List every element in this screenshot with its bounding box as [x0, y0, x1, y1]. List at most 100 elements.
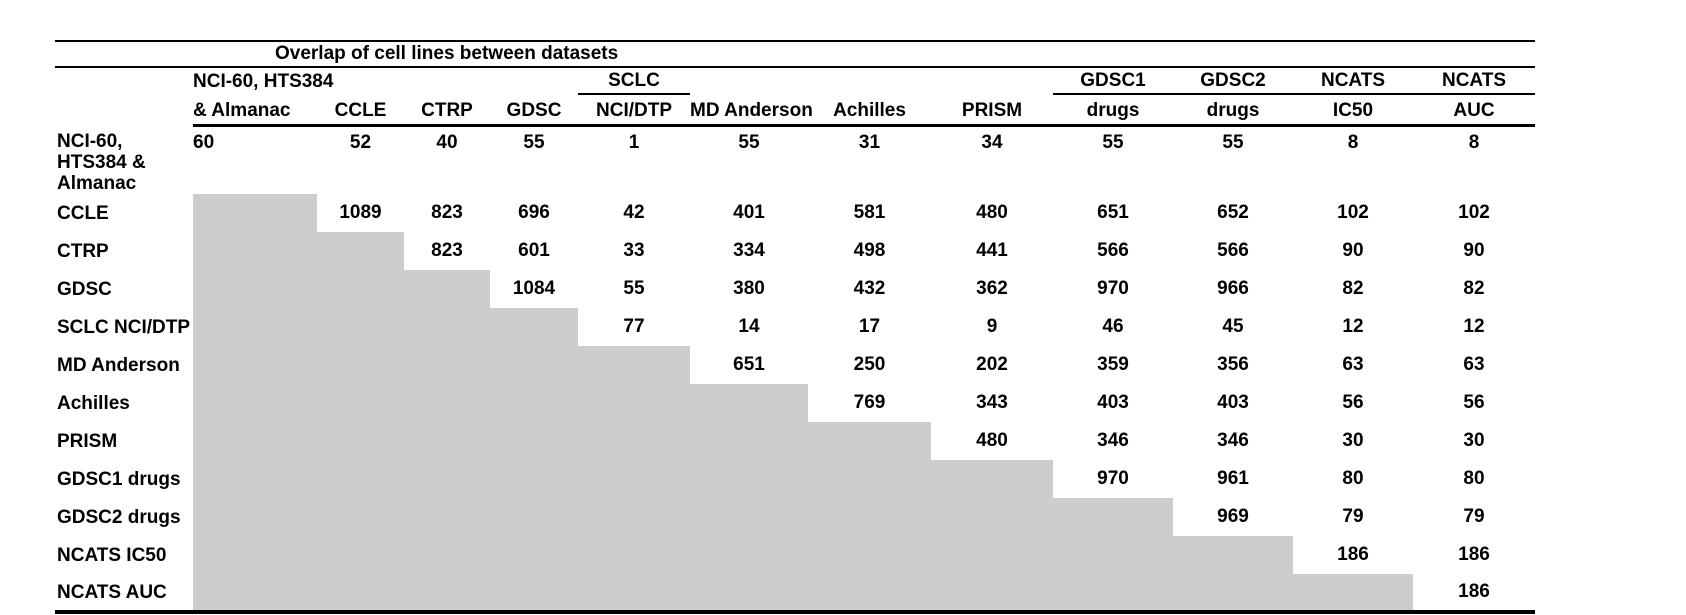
table-body: NCI-60, HTS384 & Almanac 60 52 40 55 1 55 31 34 5… [55, 126, 1535, 615]
value-cell: 823 [431, 202, 463, 224]
value-cell: 250 [853, 354, 886, 376]
value-cell: 34 [981, 132, 1003, 153]
value-cell: 63 [1463, 354, 1485, 376]
value-cell: 566 [1097, 240, 1129, 262]
value-cell: 480 [976, 202, 1008, 224]
value-cell: 42 [623, 202, 645, 224]
value-cell: 90 [1463, 240, 1485, 262]
value-cell: 566 [1217, 240, 1249, 262]
value-cell: 186 [1337, 544, 1369, 566]
value-cell: 696 [518, 202, 550, 224]
shaded-cell [490, 460, 578, 499]
table-row: Achilles 769 343 403 403 56 56 [55, 384, 1535, 423]
value-cell: 12 [1463, 316, 1485, 338]
header-group-cell: GDSC1 [1053, 68, 1173, 95]
value-cell: 346 [1217, 430, 1249, 452]
shaded-cell [317, 536, 404, 575]
value-cell: 186 [1413, 574, 1535, 615]
value-cell: 969 [1217, 506, 1249, 528]
value-cell: 45 [1222, 316, 1244, 338]
shaded-cell [490, 346, 578, 385]
shaded-cell [317, 422, 404, 461]
value-cell: 651 [1097, 202, 1129, 224]
shaded-cell [404, 460, 490, 499]
shaded-cell [808, 422, 931, 461]
row-label: GDSC [57, 278, 112, 300]
row-label: PRISM [57, 430, 118, 452]
value-cell: 432 [853, 278, 886, 300]
value-cell: 652 [1217, 202, 1249, 224]
shaded-cell [193, 574, 317, 615]
shaded-cell [404, 498, 490, 537]
value-cell: 581 [853, 202, 886, 224]
value-cell: 1 [628, 132, 640, 153]
corner-cell [55, 94, 193, 126]
shaded-cell [690, 460, 808, 499]
table-row: GDSC1 drugs 970 961 80 80 [55, 460, 1535, 499]
row-label: NCATS IC50 [57, 544, 167, 566]
value-cell: 970 [1097, 468, 1129, 490]
overlap-matrix: NCI-60, HTS384 SCLC GDSC1 GDSC2 NCATS NCATS & … [55, 68, 1535, 615]
shaded-cell [931, 536, 1053, 575]
value-cell: 334 [733, 240, 765, 262]
header-group-cell: NCATS [1413, 68, 1535, 95]
value-cell: 77 [623, 316, 645, 338]
value-cell: 343 [976, 392, 1008, 414]
row-label: Achilles [57, 392, 130, 414]
value-cell: 356 [1217, 354, 1249, 376]
value-cell: 31 [858, 132, 881, 153]
table-row: NCATS IC50 186 186 [55, 536, 1535, 575]
shaded-cell [690, 384, 808, 423]
table-row: NCATS AUC 186 [55, 574, 1535, 615]
shaded-cell [931, 460, 1053, 499]
value-cell: 9 [986, 316, 998, 338]
shaded-cell [490, 422, 578, 461]
shaded-cell [808, 574, 931, 615]
row-label: CCLE [57, 202, 109, 224]
value-cell: 102 [1458, 202, 1490, 224]
value-cell: 90 [1342, 240, 1364, 262]
overlap-table: Overlap of cell lines between datasets N… [55, 40, 1535, 615]
table-row: MD Anderson 651 250 202 359 356 63 63 [55, 346, 1535, 385]
shaded-cell [1053, 498, 1173, 537]
shaded-cell [690, 498, 808, 537]
value-cell: 498 [853, 240, 886, 262]
shaded-cell [490, 308, 578, 347]
shaded-cell [690, 574, 808, 615]
column-header: Achilles [808, 94, 931, 127]
shaded-cell [490, 574, 578, 615]
column-header: IC50 [1293, 94, 1413, 127]
row-label: GDSC2 drugs [57, 506, 181, 528]
shaded-cell [404, 574, 490, 615]
value-cell: 8 [1468, 132, 1480, 153]
value-cell: 30 [1342, 430, 1364, 452]
shaded-cell [578, 384, 690, 423]
table-row: NCI-60, HTS384 & Almanac 60 52 40 55 1 55 31 34 5… [55, 126, 1535, 195]
shaded-cell [1173, 574, 1293, 615]
value-cell: 80 [1463, 468, 1485, 490]
shaded-cell [193, 536, 317, 575]
table-title-row: Overlap of cell lines between datasets [55, 40, 1535, 68]
row-label: GDSC1 drugs [57, 468, 181, 490]
shaded-cell [193, 346, 317, 385]
value-cell: 63 [1342, 354, 1364, 376]
shaded-cell [317, 308, 404, 347]
row-label: NCATS AUC [55, 574, 193, 615]
value-cell: 30 [1463, 430, 1485, 452]
shaded-cell [808, 498, 931, 537]
value-cell: 55 [1102, 132, 1124, 153]
value-cell: 102 [1337, 202, 1369, 224]
value-cell: 79 [1463, 506, 1485, 528]
column-header: drugs [1173, 94, 1293, 127]
shaded-cell [404, 536, 490, 575]
value-cell: 14 [738, 316, 760, 338]
value-cell: 401 [733, 202, 765, 224]
value-cell: 56 [1342, 392, 1364, 414]
table-row: GDSC 1084 55 380 432 362 970 966 82 82 [55, 270, 1535, 309]
value-cell: 55 [1222, 132, 1244, 153]
table-row: PRISM 480 346 346 30 30 [55, 422, 1535, 461]
shaded-cell [690, 536, 808, 575]
shaded-cell [404, 384, 490, 423]
header-group-cell [931, 68, 1053, 94]
